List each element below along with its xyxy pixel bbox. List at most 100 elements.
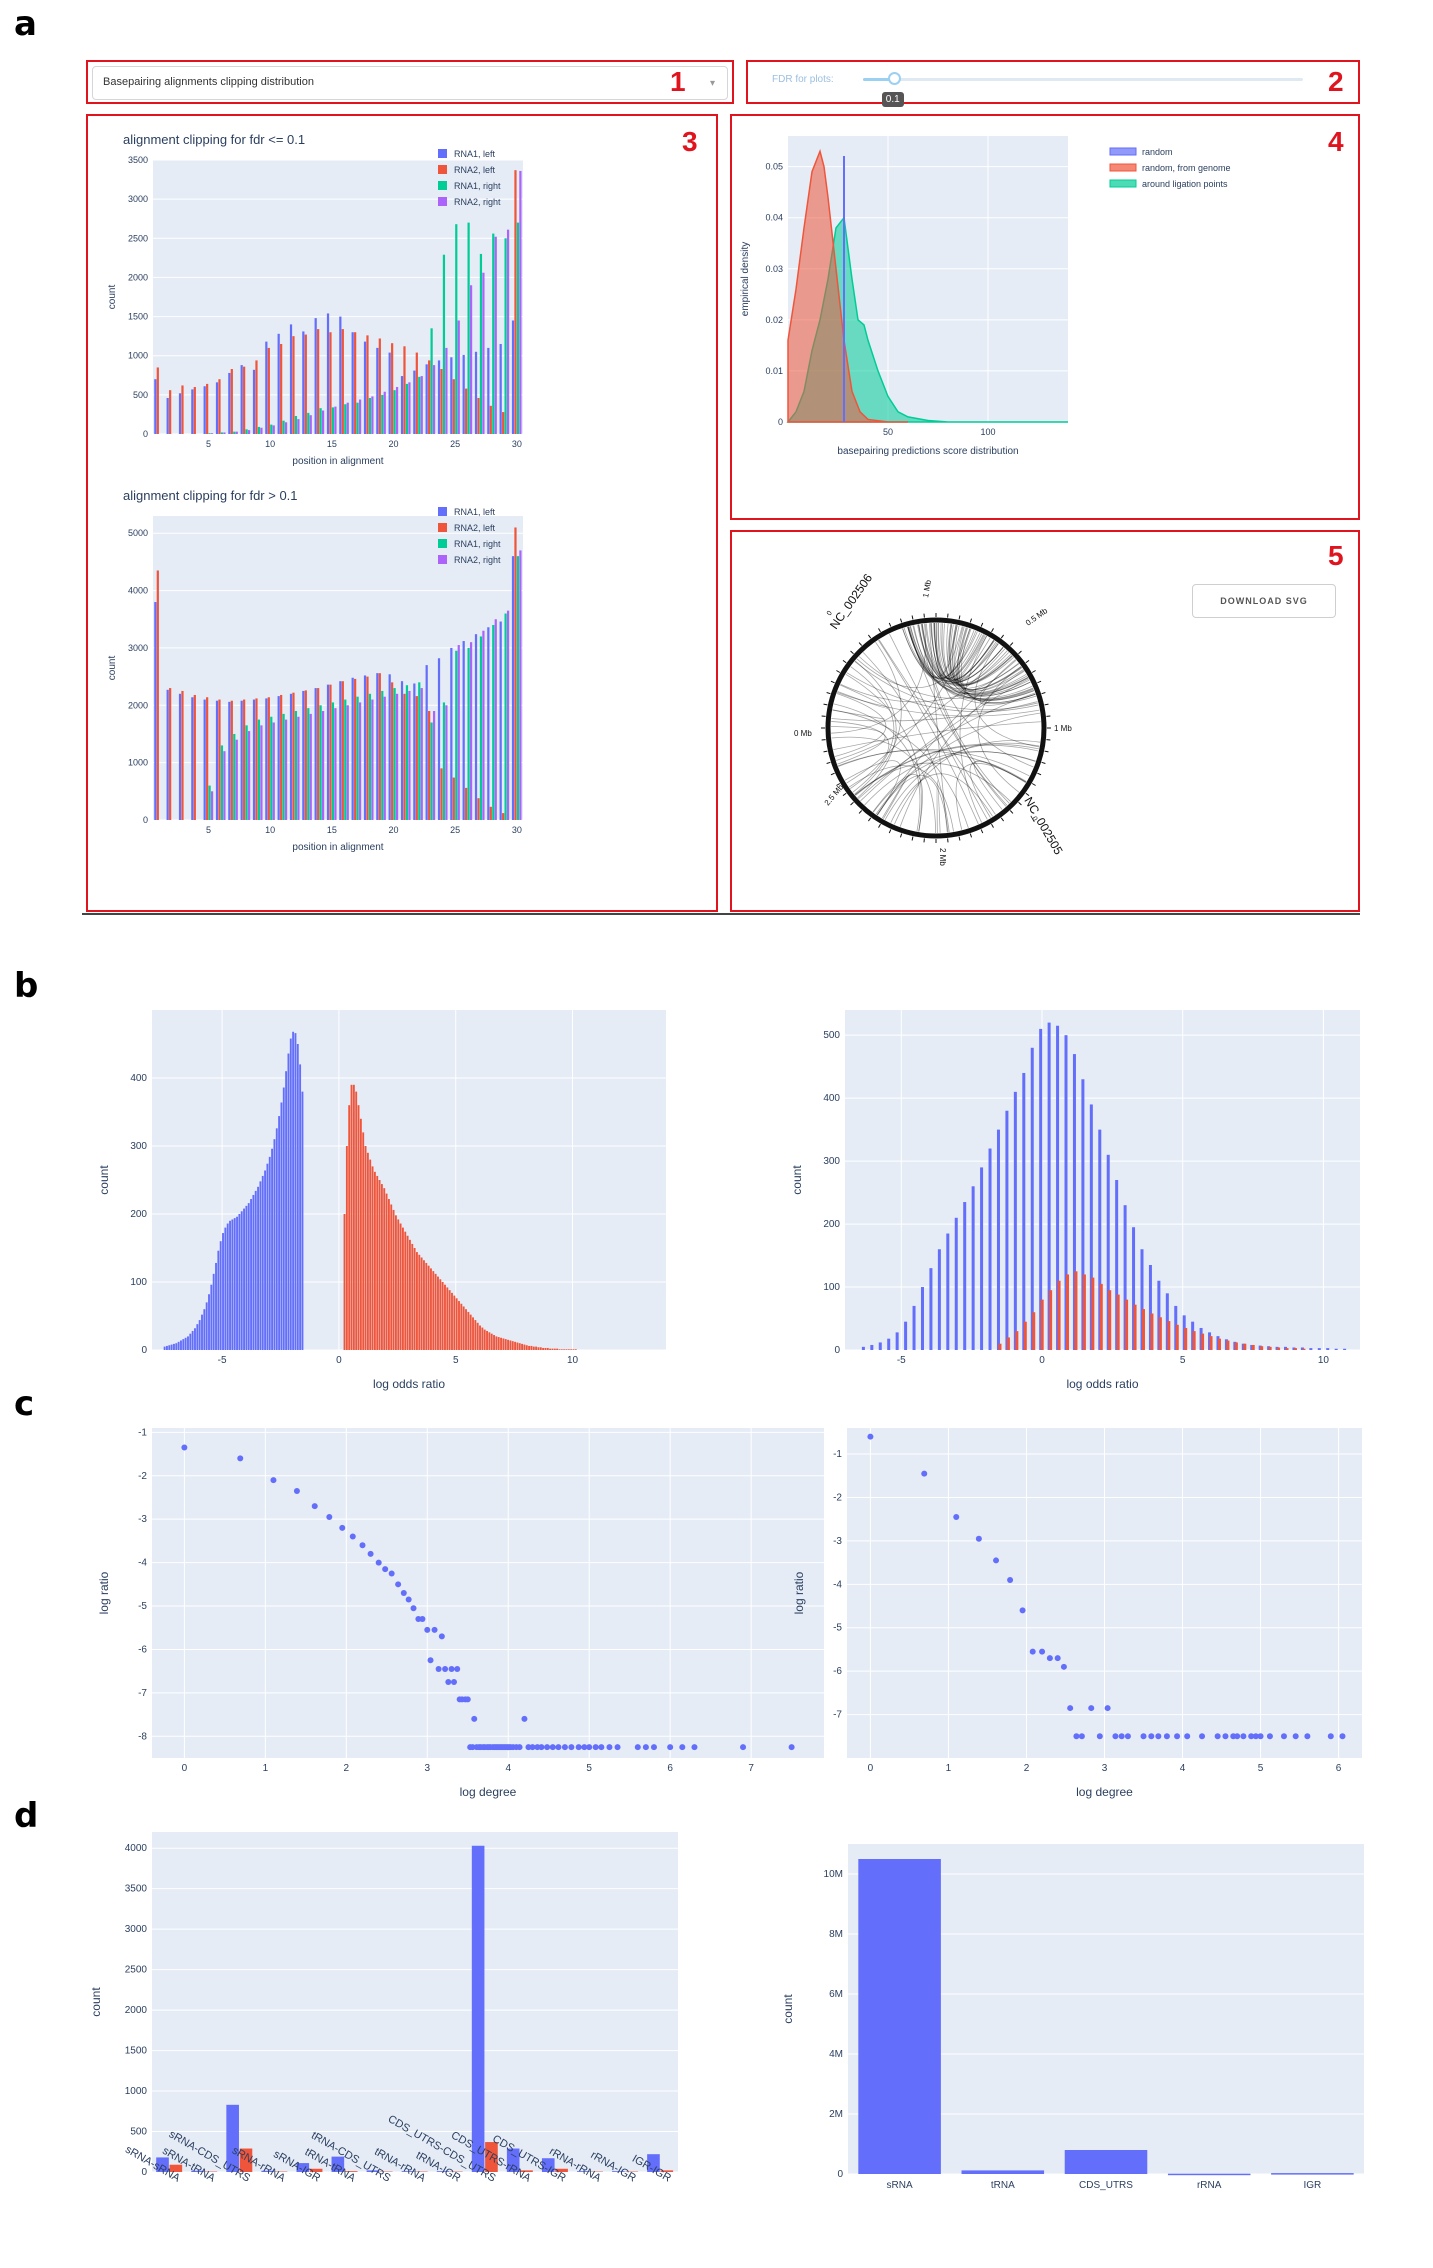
bar	[476, 1322, 479, 1350]
ring-tick	[991, 628, 994, 633]
bar	[519, 550, 522, 820]
bar	[1293, 1348, 1297, 1350]
y-tick-label: 4M	[829, 2049, 843, 2060]
fdr-slider-label: FDR for plots:	[772, 74, 834, 85]
bar	[255, 698, 258, 820]
y-tick-label: 3500	[128, 155, 148, 165]
bar	[339, 316, 342, 434]
bar	[477, 798, 480, 820]
bar	[504, 613, 507, 820]
download-svg-button[interactable]: DOWNLOAD SVG	[1192, 584, 1336, 618]
bar	[329, 684, 332, 820]
bar	[445, 705, 448, 820]
bar	[1132, 1227, 1136, 1350]
bar	[1234, 1342, 1238, 1350]
bar	[455, 1298, 458, 1350]
x-tick-label: 15	[327, 439, 337, 449]
bar	[169, 390, 172, 434]
interaction-chord	[848, 765, 954, 832]
bar	[408, 690, 411, 820]
bar	[500, 1337, 502, 1350]
bar	[168, 1345, 171, 1350]
bar	[187, 1336, 189, 1350]
bar	[175, 1343, 178, 1350]
bar	[574, 1349, 577, 1350]
data-point	[339, 1524, 346, 1531]
interaction-chord	[832, 709, 969, 829]
bar	[250, 1199, 252, 1350]
bar	[452, 379, 455, 434]
y-tick-label: 0.02	[765, 315, 783, 325]
bar	[181, 385, 184, 434]
box-number-5: 5	[1328, 540, 1344, 571]
bar	[392, 1209, 395, 1350]
bar	[354, 332, 357, 434]
bar	[425, 364, 428, 434]
bar	[170, 1344, 173, 1350]
bar	[1150, 1313, 1154, 1350]
bar	[1064, 1035, 1068, 1350]
fdr-slider-handle[interactable]	[887, 72, 901, 85]
x-tick-label: 2	[1024, 1763, 1030, 1774]
bar	[264, 1170, 267, 1350]
bar	[1006, 1337, 1010, 1350]
bar	[230, 369, 233, 434]
ring-tick	[1018, 801, 1022, 806]
interaction-chord	[979, 659, 1036, 706]
bar	[405, 685, 409, 820]
data-point	[575, 1744, 582, 1751]
interaction-chord	[831, 726, 886, 765]
bar	[528, 1345, 531, 1350]
bar	[220, 432, 224, 434]
bar	[489, 405, 492, 434]
ring-tick	[842, 792, 847, 796]
bar	[224, 1227, 227, 1350]
bar	[1056, 1025, 1060, 1350]
interaction-chord	[949, 624, 1027, 693]
bar	[1013, 1091, 1017, 1350]
y-tick-label: 300	[130, 1141, 147, 1152]
legend-item: RNA1, left	[454, 149, 496, 159]
fdr-slider[interactable]: 0.1	[863, 72, 1303, 107]
y-axis-label: log ratio	[792, 1571, 806, 1614]
bar	[245, 1205, 248, 1350]
legend-swatch	[438, 197, 447, 206]
bar	[516, 1342, 519, 1350]
x-tick-label: 10	[265, 825, 275, 835]
x-tick-label: 0	[182, 1763, 188, 1774]
bar	[1285, 1348, 1289, 1350]
data-point	[1104, 1705, 1111, 1712]
bar	[479, 1325, 481, 1350]
bar	[416, 1252, 418, 1350]
bar	[363, 341, 367, 434]
bar	[1317, 1348, 1321, 1350]
y-tick-label: 400	[823, 1093, 840, 1104]
bar	[257, 1186, 260, 1350]
legend-swatch	[438, 165, 447, 174]
data-point	[1339, 1733, 1346, 1740]
y-tick-label: 1000	[128, 351, 148, 361]
interaction-chord	[920, 623, 1004, 683]
bar	[393, 390, 396, 434]
plot-select-dropdown[interactable]: Basepairing alignments clipping distribu…	[92, 66, 728, 100]
bar	[210, 1284, 213, 1350]
data-point	[1199, 1733, 1206, 1740]
bar	[231, 1219, 234, 1350]
data-point	[427, 1657, 434, 1664]
data-point	[568, 1744, 575, 1751]
chevron-down-icon[interactable]: ▾	[709, 78, 715, 89]
circos-label: 1 Mb	[921, 579, 933, 599]
bar	[553, 1348, 556, 1350]
bar	[326, 313, 330, 434]
y-tick-label: 0.04	[765, 213, 783, 223]
bar	[1243, 1343, 1247, 1350]
data-point	[431, 1626, 438, 1633]
bar	[434, 1273, 437, 1350]
data-point	[359, 1542, 366, 1549]
y-tick-label: 0.01	[765, 366, 783, 376]
bar	[523, 1344, 526, 1350]
bar	[436, 2171, 450, 2172]
bar	[1141, 1309, 1145, 1350]
bar	[413, 370, 416, 434]
bar	[479, 253, 483, 434]
